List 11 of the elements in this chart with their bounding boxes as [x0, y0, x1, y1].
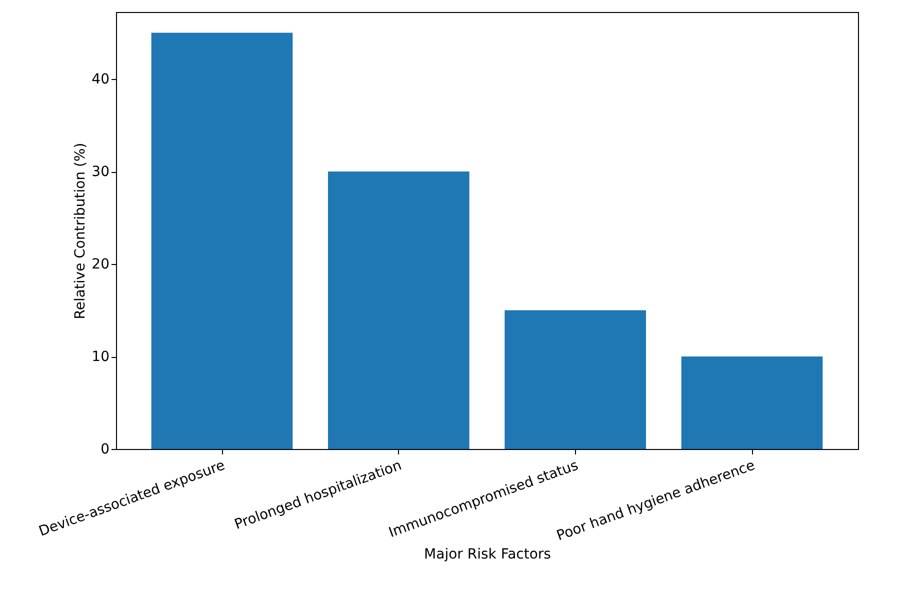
bar: [681, 356, 823, 449]
bar: [151, 32, 293, 449]
y-tick-label: 10: [92, 349, 110, 366]
y-axis-title: Relative Contribution (%): [72, 142, 89, 320]
y-tick-label: 20: [92, 256, 110, 273]
y-tick-label: 40: [92, 72, 110, 88]
y-tick-label: 30: [92, 164, 110, 180]
x-axis-title: Major Risk Factors: [424, 546, 551, 562]
bar: [328, 172, 470, 449]
bar: [504, 310, 646, 449]
y-tick-label: 0: [100, 442, 110, 458]
